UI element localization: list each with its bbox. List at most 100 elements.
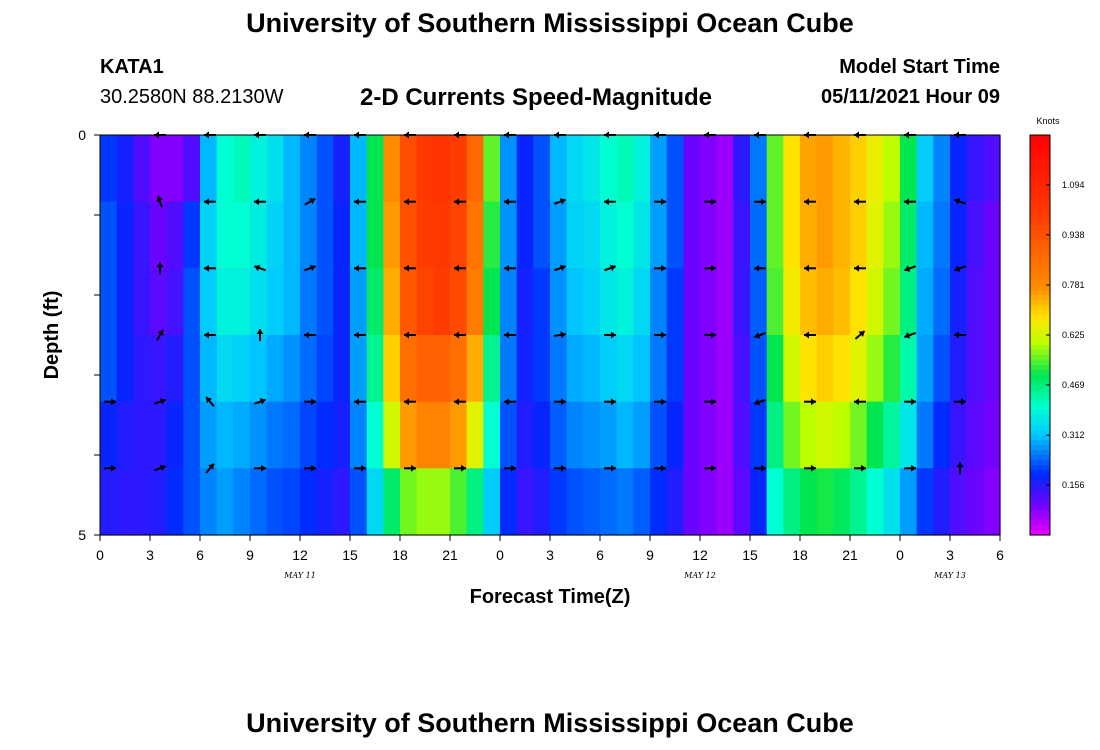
current-vector-arrow <box>504 331 516 339</box>
current-vector-arrow <box>704 331 716 339</box>
model-start-value: 05/11/2021 Hour 09 <box>820 86 1000 108</box>
heatmap-cell <box>966 468 984 536</box>
colorbar-swatch <box>1030 385 1050 391</box>
heatmap-cell <box>816 468 834 536</box>
colorbar-swatch <box>1030 300 1050 306</box>
current-vector-arrow <box>754 332 766 339</box>
heatmap-cell <box>183 401 201 469</box>
heatmap-cell <box>616 201 634 269</box>
heatmap-cell <box>250 468 268 536</box>
colorbar-tick-label: 0.469 <box>1062 380 1085 390</box>
heatmap-cell <box>833 468 851 536</box>
x-tick-label: 18 <box>392 547 408 563</box>
current-vector-arrow <box>504 464 516 472</box>
x-tick-label: 15 <box>742 547 758 563</box>
current-vector-arrow <box>854 264 866 272</box>
heatmap-cell <box>783 268 801 336</box>
heatmap-cell <box>833 135 851 203</box>
heatmap-cell <box>166 468 184 536</box>
heatmap-cell <box>666 335 684 403</box>
heatmap-cell <box>966 335 984 403</box>
heatmap-cell <box>450 468 468 536</box>
x-tick-label: 6 <box>196 547 204 563</box>
heatmap-cell <box>383 268 401 336</box>
heatmap-cell <box>516 268 534 336</box>
current-vector-arrow <box>254 464 266 472</box>
current-vector-arrow <box>804 398 816 406</box>
heatmap-cell <box>866 135 884 203</box>
heatmap-cell <box>300 268 318 336</box>
heatmap-cell <box>216 335 234 403</box>
heatmap-cell <box>400 135 418 203</box>
heatmap-cell <box>933 468 951 536</box>
heatmap-cell <box>650 335 668 403</box>
colorbar-swatch <box>1030 405 1050 411</box>
heatmap-cell <box>800 268 818 336</box>
heatmap-cell <box>883 201 901 269</box>
heatmap-cell <box>316 201 334 269</box>
heatmap-cell <box>900 401 918 469</box>
x-axis: 0 3 6 9 12 15 18 21 0 3 6 9 12 15 18 21 0 3 6 MAY 11 MAY 12 M… <box>96 535 1004 580</box>
heatmap-cell <box>666 201 684 269</box>
current-vector-arrow <box>154 464 166 472</box>
heatmap-cell <box>933 135 951 203</box>
heatmap-cell <box>250 401 268 469</box>
colorbar-swatch <box>1030 440 1050 446</box>
colorbar-swatch <box>1030 360 1050 366</box>
colorbar-tick-label: 0.625 <box>1062 330 1085 340</box>
colorbar-swatch <box>1030 515 1050 521</box>
current-vector-arrow <box>804 264 816 272</box>
heatmap-cell <box>600 335 618 403</box>
current-vector-arrow <box>304 398 316 406</box>
heatmap-cell <box>500 135 518 203</box>
colorbar-swatch <box>1030 375 1050 381</box>
current-vector-arrow <box>754 198 766 206</box>
heatmap-cell <box>966 135 984 203</box>
heatmap-cell <box>733 135 751 203</box>
colorbar-unit: Knots <box>1036 116 1060 126</box>
colorbar-swatch <box>1030 450 1050 456</box>
heatmap-cell <box>333 268 351 336</box>
heatmap-cell <box>116 335 134 403</box>
heatmap-cell <box>266 401 284 469</box>
colorbar-swatch <box>1030 265 1050 271</box>
heatmap-cell <box>133 135 151 203</box>
heatmap-cell <box>850 201 868 269</box>
heatmap-cell <box>233 135 251 203</box>
heatmap-cell <box>750 201 768 269</box>
heatmap-cell <box>733 201 751 269</box>
heatmap-cell <box>266 201 284 269</box>
heatmap-cell <box>500 335 518 403</box>
heatmap-cell <box>783 335 801 403</box>
current-vector-arrow <box>904 198 916 206</box>
heatmap-cell <box>550 468 568 536</box>
current-vector-arrow <box>354 464 366 472</box>
heatmap-cell <box>350 335 368 403</box>
heatmap-cell <box>883 401 901 469</box>
x-tick-label: 0 <box>96 547 104 563</box>
heatmap-cell <box>950 401 968 469</box>
current-vector-arrow <box>554 398 566 406</box>
heatmap-cell <box>933 201 951 269</box>
current-vector-arrow <box>553 331 567 339</box>
heatmap-cell <box>983 468 1001 536</box>
colorbar-swatch <box>1030 470 1050 476</box>
heatmap-cell <box>450 335 468 403</box>
heatmap-cell <box>983 135 1001 203</box>
heatmap-cell <box>916 468 934 536</box>
current-vector-arrow <box>156 195 163 208</box>
heatmap-cell <box>600 201 618 269</box>
current-vector-arrow <box>404 264 416 272</box>
heatmap-cell <box>150 335 168 403</box>
current-vector-arrow <box>205 396 215 407</box>
current-vector-arrow <box>404 398 416 406</box>
colorbar-swatch <box>1030 435 1050 441</box>
station-id: KATA1 <box>100 56 164 78</box>
current-vector-arrow <box>354 198 366 206</box>
current-vector-arrow <box>804 331 816 339</box>
heatmap-cell <box>133 201 151 269</box>
heatmap-cell <box>933 401 951 469</box>
heatmap-cell <box>983 335 1001 403</box>
x-tick-label: 3 <box>146 547 154 563</box>
